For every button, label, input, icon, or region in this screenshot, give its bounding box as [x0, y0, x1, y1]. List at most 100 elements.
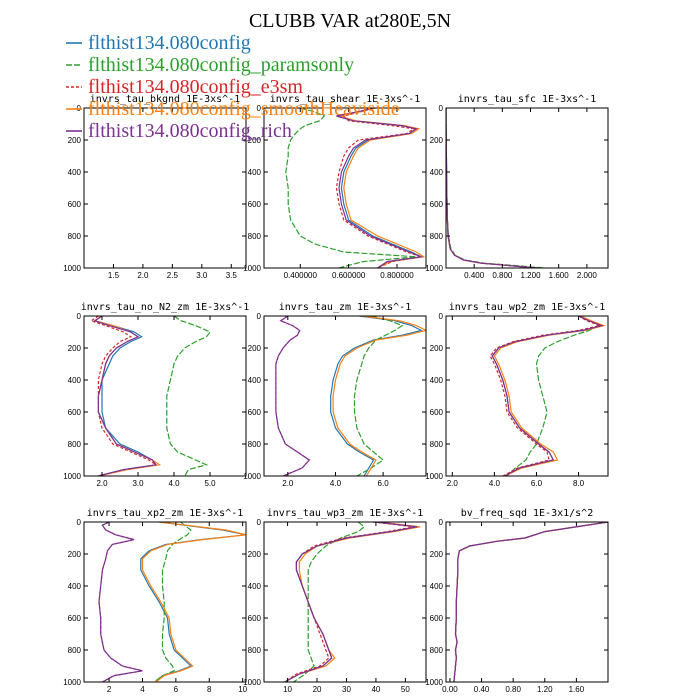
y-tick-label: 400	[68, 376, 82, 385]
x-tick-label: 0.00	[442, 685, 458, 694]
series-line-2	[153, 522, 192, 682]
panel-2: invrs_tau_shear 1E-3xs^-1 0 200 400 600 800 10…	[243, 94, 427, 280]
x-tick-label: 6.0	[378, 479, 390, 488]
x-tick-label: 30	[342, 685, 351, 694]
y-tick-label: 0	[257, 518, 262, 527]
panel-title: invrs_tau_no_N2_zm 1E-3xs^-1	[81, 302, 250, 313]
y-tick-label: 600	[248, 614, 262, 623]
series-line-1	[330, 316, 423, 476]
y-tick-label: 1000	[63, 264, 81, 273]
y-tick-label: 1000	[425, 678, 443, 687]
series-line-2	[166, 316, 211, 476]
x-tick-label: 40	[371, 685, 380, 694]
series-line-5	[275, 316, 311, 476]
legend-item: flthist134.080config_e3sm	[66, 76, 303, 98]
legend-item: flthist134.080config	[66, 32, 251, 54]
y-tick-label: 400	[248, 376, 262, 385]
y-tick-label: 0	[439, 518, 444, 527]
series-line-5	[336, 108, 424, 268]
y-tick-label: 800	[430, 232, 444, 241]
y-tick-label: 400	[248, 582, 262, 591]
plot-frame	[83, 521, 247, 683]
series-line-3	[446, 108, 538, 268]
y-tick-label: 200	[430, 550, 444, 559]
series-line-1	[336, 108, 424, 268]
x-tick-label: 0.400000	[284, 271, 318, 280]
y-tick-label: 200	[68, 344, 82, 353]
panel-grid: invrs_tau_bkgnd 1E-3xs^-1020040060080010…	[63, 94, 609, 694]
y-tick-label: 400	[430, 582, 444, 591]
legend: flthist134.080configflthist134.080config…	[66, 32, 400, 142]
panel-5: invrs_tau_zm 1E-3xs^-1 0 200 400 600 800 1000 2…	[243, 302, 427, 488]
series-line-5	[453, 522, 608, 682]
x-tick-label: 2.000	[577, 271, 598, 280]
x-tick-label: 6.0	[531, 479, 543, 488]
x-tick-label: 4	[140, 685, 145, 694]
panel-title: bv_freq_sqd 1E-3x1/s^2	[461, 508, 593, 519]
series-line-3	[335, 108, 422, 268]
series-line-2	[293, 522, 366, 682]
x-tick-label: 2.0	[282, 479, 294, 488]
plot-frame	[263, 107, 427, 269]
x-tick-label: 0.80	[505, 685, 521, 694]
y-tick-label: 800	[68, 440, 82, 449]
y-tick-label: 800	[68, 232, 82, 241]
panel-8: invrs_tau_wp3_zm 1E-3xs^-1 0 200 400 600 800 1…	[243, 508, 427, 694]
panel-title: invrs_tau_bkgnd 1E-3xs^-1	[90, 94, 241, 105]
series-line-3	[275, 316, 311, 476]
x-tick-label: 1.5	[108, 271, 120, 280]
series-line-4	[446, 108, 538, 268]
series-line-4	[332, 316, 426, 476]
series-line-5	[98, 522, 143, 682]
y-tick-label: 600	[248, 200, 262, 209]
y-tick-label: 200	[430, 136, 444, 145]
y-tick-label: 800	[430, 646, 444, 655]
x-tick-label: 0.400	[464, 271, 485, 280]
y-tick-label: 0	[257, 312, 262, 321]
x-tick-label: 50	[401, 685, 410, 694]
y-tick-label: 200	[248, 344, 262, 353]
plot-frame	[445, 315, 609, 477]
series-line-3	[284, 522, 415, 682]
y-tick-label: 800	[430, 440, 444, 449]
y-tick-label: 0	[439, 104, 444, 113]
y-tick-label: 1000	[243, 472, 261, 481]
legend-label: flthist134.080config_rich	[88, 120, 292, 142]
y-tick-label: 600	[430, 614, 444, 623]
y-tick-label: 200	[248, 550, 262, 559]
legend-label: flthist134.080config_smoothHeaviside	[88, 98, 400, 120]
plot-frame	[263, 521, 427, 683]
series-line-4	[284, 522, 421, 682]
legend-label: flthist134.080config	[88, 32, 251, 54]
y-tick-label: 400	[430, 376, 444, 385]
series-line-3	[489, 316, 602, 476]
plot-frame	[83, 315, 247, 477]
x-tick-label: 1.60	[569, 685, 585, 694]
y-tick-label: 1000	[425, 264, 443, 273]
y-tick-label: 400	[68, 582, 82, 591]
series-line-1	[140, 522, 246, 682]
panel-7: invrs_tau_xp2_zm 1E-3xs^-1 0 200 400 600 800 1…	[63, 508, 247, 694]
panel-9: bv_freq_sqd 1E-3x1/s^2020040060080010000…	[425, 508, 609, 694]
series-line-2	[353, 316, 404, 476]
legend-item: flthist134.080config_rich	[66, 120, 292, 142]
x-tick-label: 5.0	[204, 479, 216, 488]
x-tick-label: 0.800	[492, 271, 513, 280]
y-tick-label: 600	[68, 408, 82, 417]
x-tick-label: 3.0	[132, 479, 144, 488]
series-line-4	[453, 522, 608, 682]
series-line-3	[453, 522, 608, 682]
y-tick-label: 200	[248, 136, 262, 145]
panel-1: invrs_tau_bkgnd 1E-3xs^-1020040060080010…	[63, 94, 247, 280]
panel-3: invrs_tau_sfc 1E-3xs^-1 0 200 400 600 800 1000…	[425, 94, 609, 280]
x-tick-label: 1.20	[537, 685, 553, 694]
series-line-1	[446, 108, 538, 268]
y-tick-label: 1000	[243, 264, 261, 273]
x-tick-label: 10	[238, 685, 247, 694]
x-tick-label: 2.0	[96, 479, 108, 488]
series-line-4	[93, 316, 162, 476]
x-tick-label: 1.200	[521, 271, 542, 280]
y-tick-label: 600	[68, 200, 82, 209]
legend-label: flthist134.080config_paramsonly	[88, 54, 354, 76]
